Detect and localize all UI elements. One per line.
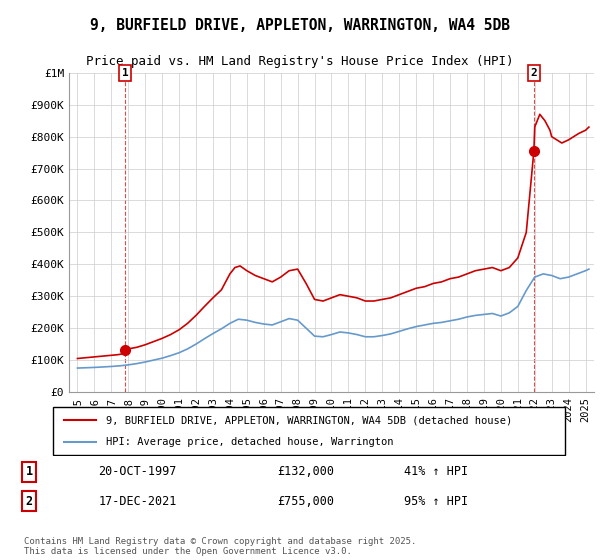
Text: 20-OCT-1997: 20-OCT-1997 xyxy=(98,465,177,478)
Text: 1: 1 xyxy=(26,465,33,478)
Text: £132,000: £132,000 xyxy=(277,465,334,478)
Text: 1: 1 xyxy=(122,68,128,78)
Text: HPI: Average price, detached house, Warrington: HPI: Average price, detached house, Warr… xyxy=(106,437,394,447)
Text: Contains HM Land Registry data © Crown copyright and database right 2025.
This d: Contains HM Land Registry data © Crown c… xyxy=(23,537,416,556)
Text: 17-DEC-2021: 17-DEC-2021 xyxy=(98,494,177,508)
Text: 2: 2 xyxy=(26,494,33,508)
Text: 9, BURFIELD DRIVE, APPLETON, WARRINGTON, WA4 5DB (detached house): 9, BURFIELD DRIVE, APPLETON, WARRINGTON,… xyxy=(106,415,512,425)
Text: 2: 2 xyxy=(530,68,537,78)
Text: 41% ↑ HPI: 41% ↑ HPI xyxy=(404,465,468,478)
Text: 9, BURFIELD DRIVE, APPLETON, WARRINGTON, WA4 5DB: 9, BURFIELD DRIVE, APPLETON, WARRINGTON,… xyxy=(90,18,510,33)
Text: Price paid vs. HM Land Registry's House Price Index (HPI): Price paid vs. HM Land Registry's House … xyxy=(86,55,514,68)
FancyBboxPatch shape xyxy=(53,407,565,455)
Text: £755,000: £755,000 xyxy=(277,494,334,508)
Text: 95% ↑ HPI: 95% ↑ HPI xyxy=(404,494,468,508)
